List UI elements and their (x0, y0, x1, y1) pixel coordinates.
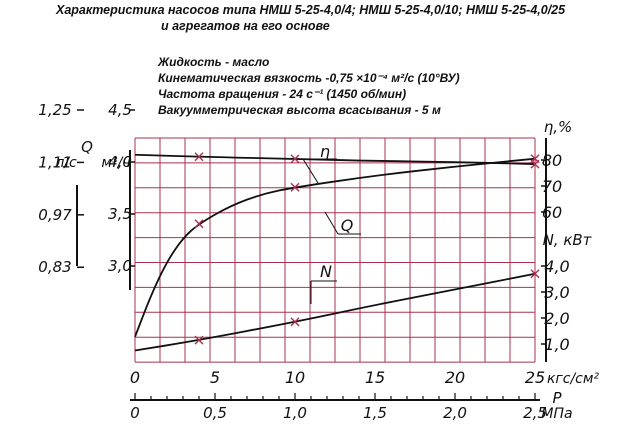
series-label-n: N (320, 262, 332, 281)
data-marker (530, 269, 540, 279)
x-mpa-axis-unit: МПа (541, 406, 572, 422)
x-mpa-tick-label: 0,5 (203, 404, 227, 422)
data-marker (194, 152, 204, 162)
x-kgf-tick-label: 0 (130, 368, 140, 387)
data-marker (194, 335, 204, 345)
q-m3h-tick-label: 4,0 (108, 153, 132, 171)
q-m3h-tick-label: 3,0 (108, 257, 132, 275)
data-marker (290, 182, 300, 192)
x-mpa-axis-symbol: P (552, 389, 562, 407)
chart-title: Характеристика насосов типа НМШ 5-25-4,0… (56, 3, 566, 17)
n-tick-label: 2,0 (544, 309, 569, 328)
curve-eta (134, 157, 536, 338)
data-marker (290, 317, 300, 327)
x-mpa-tick-label: 2,5 (523, 404, 547, 422)
q-ls-tick-label: 1,25 (38, 101, 71, 119)
n-tick-label: 4,0 (544, 257, 569, 276)
curve-q (134, 153, 536, 165)
data-marker (290, 154, 300, 164)
q-m3h-tick-label: 3,5 (108, 205, 132, 223)
condition-viscosity: Кинематическая вязкость -0,75 ×10⁻⁴ м²/с… (158, 71, 460, 85)
x-kgf-tick-label: 25 (525, 368, 545, 387)
eta-tick-label: 70 (542, 177, 562, 196)
eta-tick-label: 60 (542, 203, 562, 222)
x-mpa-tick-label: 1,0 (283, 404, 307, 422)
curve-n (134, 272, 536, 352)
series-label-q: Q (341, 216, 354, 235)
q-axis-symbol: Q (81, 138, 93, 156)
eta-tick-label: 80 (542, 151, 562, 170)
data-marker (194, 219, 204, 229)
q-ls-axis-label: л/с (54, 155, 77, 171)
series-label-leader (302, 158, 319, 184)
x-mpa-tick-label: 1,5 (363, 404, 387, 422)
eta-axis-label: η,% (544, 118, 573, 136)
grid (134, 137, 536, 363)
condition-rotation-speed: Частота вращения - 24 с⁻¹ (1450 об/мин) (158, 87, 407, 101)
x-kgf-tick-label: 10 (285, 368, 305, 387)
n-tick-label: 3,0 (544, 283, 569, 302)
chart-subtitle: и агрегатов на его основе (161, 19, 330, 33)
q-m3h-axis-unit: м³/ч (101, 155, 130, 171)
x-kgf-tick-label: 15 (365, 368, 385, 387)
x-mpa-tick-label: 0 (130, 404, 140, 422)
series-label-eta: η (320, 142, 330, 161)
n-tick-label: 1,0 (544, 335, 569, 354)
axes (76, 109, 547, 401)
data-marker (530, 159, 540, 169)
curves (134, 152, 540, 352)
x-kgf-tick-label: 20 (445, 368, 465, 387)
q-ls-tick-label: 0,97 (38, 206, 72, 224)
q-ls-tick-label: 1,11 (38, 153, 71, 171)
condition-suction-height: Вакуумметрическая высота всасывания - 5 … (158, 103, 441, 117)
condition-fluid: Жидкость - масло (158, 55, 270, 69)
q-ls-tick-label: 0,83 (38, 258, 71, 276)
x-kgf-axis-label: кгс/см² (547, 371, 599, 387)
x-kgf-tick-label: 5 (210, 368, 220, 387)
series-label-leader (324, 211, 339, 235)
x-mpa-tick-label: 2,0 (443, 404, 467, 422)
n-axis-label: N, кВт (543, 231, 593, 249)
q-m3h-tick-label: 4,5 (108, 101, 132, 119)
